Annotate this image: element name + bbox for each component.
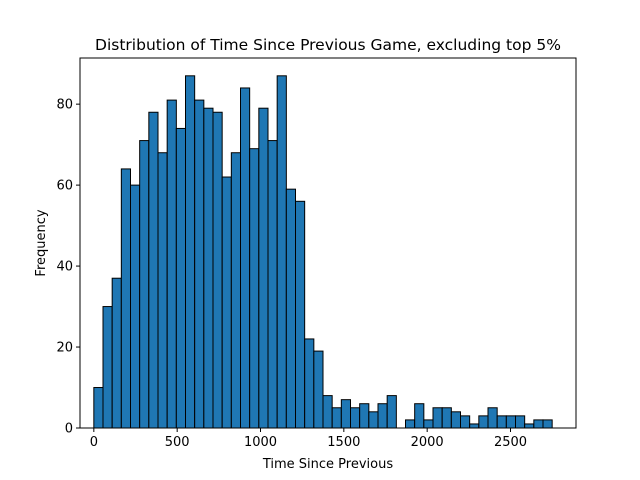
histogram-bar [505,415,516,429]
histogram-bar [313,350,324,429]
histogram-bar [130,184,141,429]
histogram-bar [524,423,535,429]
histogram-bar [258,107,269,429]
histogram-bar [212,111,223,429]
histogram-bar [322,395,333,429]
histogram-bar [487,407,498,429]
y-tick-label: 40 [56,260,73,275]
histogram-bar [285,188,296,429]
histogram-bar [414,403,425,429]
histogram-bar [295,200,306,429]
y-tick-label: 80 [56,98,73,113]
histogram-bar [386,395,397,429]
histogram-bar [166,99,177,429]
histogram-bar [368,411,379,429]
histogram-bar [185,75,196,429]
histogram-bar [331,407,342,429]
histogram-bar [148,111,159,429]
histogram-bar [194,99,205,429]
histogram-bar [276,75,287,429]
histogram-bar [111,277,122,429]
histogram-bar [432,407,443,429]
y-axis-label: Frequency [34,209,49,276]
histogram-bar [267,140,278,429]
x-tick-label: 2500 [494,435,527,450]
histogram-bar [304,338,315,429]
histogram-bar [542,419,553,429]
histogram-bar [450,411,461,429]
histogram-bar [240,87,251,429]
histogram-bar [175,127,187,429]
x-tick-label: 2000 [411,435,444,450]
histogram-bar [249,148,260,429]
histogram-bar [469,423,480,429]
histogram-bar [405,419,416,429]
histogram-bar [460,415,471,429]
histogram-bar [377,403,388,429]
chart-title: Distribution of Time Since Previous Game… [95,36,561,54]
y-axis-ticks: 0 20 40 60 80 [56,98,80,437]
histogram-bar [515,415,526,429]
y-tick-label: 60 [56,179,73,194]
histogram-bar [221,176,232,429]
histogram-bar [139,140,150,429]
histogram-bar [230,152,242,429]
x-tick-label: 1500 [327,435,360,450]
x-tick-label: 500 [165,435,190,450]
histogram-bar [120,168,132,429]
x-axis-label: Time Since Previous [262,457,393,472]
histogram-bar [102,306,113,429]
histogram-bar [359,403,370,429]
histogram-bar [441,407,452,429]
histogram-bar [157,152,168,429]
x-tick-label: 1000 [244,435,277,450]
plot-frame [79,57,577,429]
y-tick-label: 0 [65,422,73,437]
histogram-bar [478,415,489,429]
histogram-bar [93,387,104,429]
histogram-bar [350,407,361,429]
y-tick-label: 20 [56,341,73,356]
x-axis-ticks: 0 500 1000 1500 2000 2500 [90,428,527,450]
histogram-bar [423,419,434,429]
histogram-bar [496,415,507,429]
histogram-bar [533,419,544,429]
x-tick-label: 0 [90,435,98,450]
histogram-bar [203,107,214,429]
histogram-bar [340,399,351,429]
